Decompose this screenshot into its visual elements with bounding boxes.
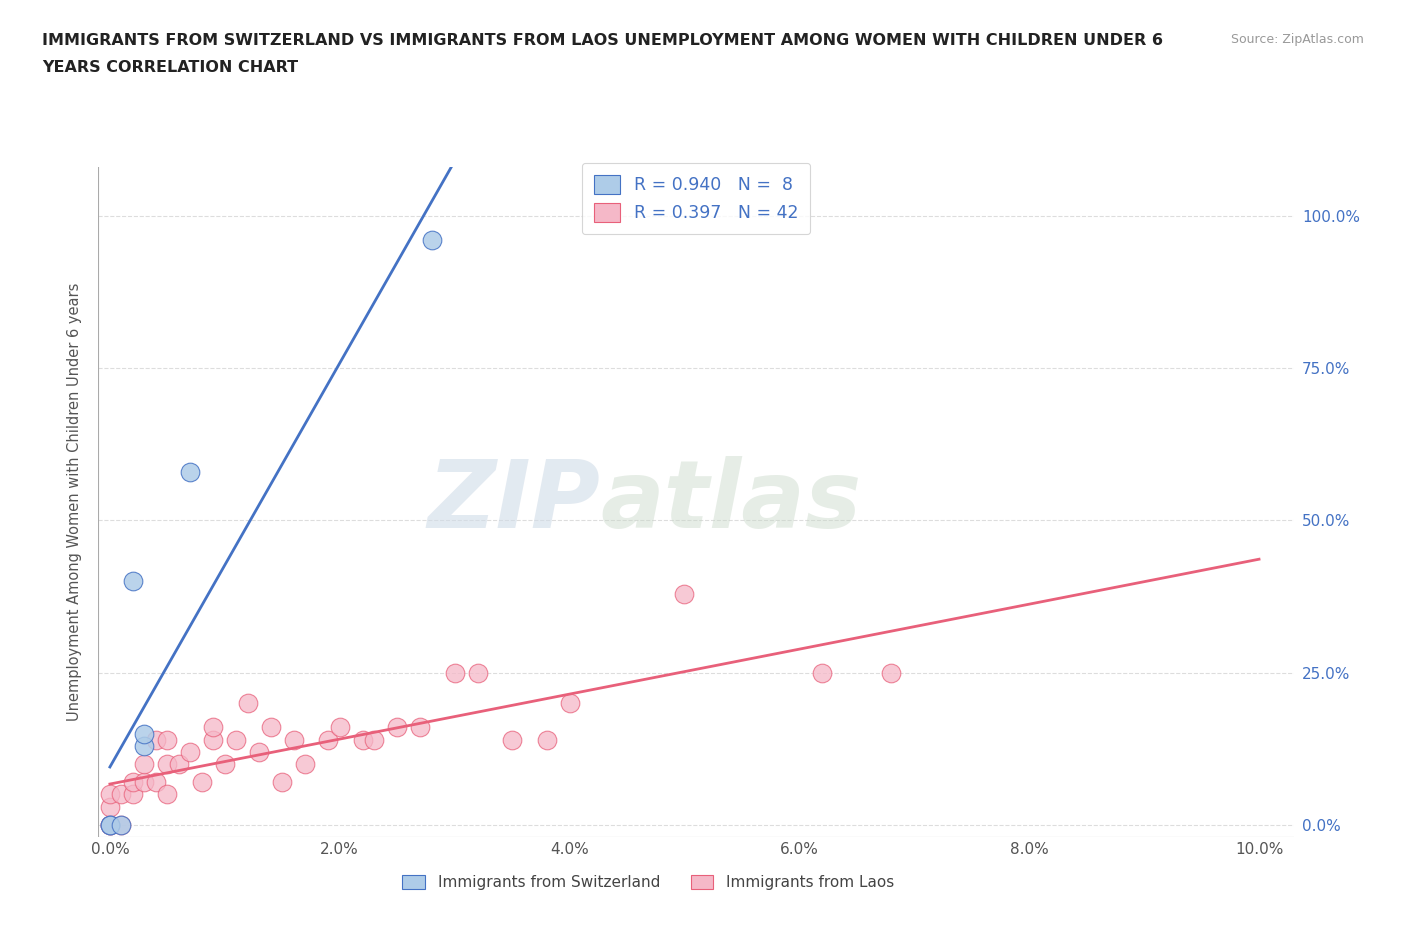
Point — [214, 756, 236, 771]
Point — [247, 744, 270, 759]
Point — [271, 775, 294, 790]
Point — [98, 817, 121, 832]
Point — [98, 799, 121, 814]
Point — [409, 720, 432, 735]
Point — [122, 775, 145, 790]
Point — [443, 665, 465, 680]
Point — [134, 775, 156, 790]
Point — [98, 817, 121, 832]
Point — [98, 787, 121, 802]
Text: ZIP: ZIP — [427, 457, 600, 548]
Point — [202, 720, 225, 735]
Point — [167, 756, 190, 771]
Point — [352, 732, 374, 747]
Point — [134, 738, 156, 753]
Point — [363, 732, 385, 747]
Point — [420, 233, 443, 248]
Point — [122, 787, 145, 802]
Point — [236, 696, 259, 711]
Point — [558, 696, 581, 711]
Point — [98, 817, 121, 832]
Y-axis label: Unemployment Among Women with Children Under 6 years: Unemployment Among Women with Children U… — [67, 283, 83, 722]
Point — [260, 720, 283, 735]
Point — [283, 732, 305, 747]
Point — [467, 665, 489, 680]
Text: YEARS CORRELATION CHART: YEARS CORRELATION CHART — [42, 60, 298, 75]
Point — [145, 775, 167, 790]
Text: Source: ZipAtlas.com: Source: ZipAtlas.com — [1230, 33, 1364, 46]
Point — [110, 787, 132, 802]
Point — [134, 756, 156, 771]
Point — [880, 665, 903, 680]
Point — [110, 817, 132, 832]
Point — [156, 756, 179, 771]
Point — [179, 464, 201, 479]
Point — [385, 720, 409, 735]
Point — [110, 817, 132, 832]
Point — [156, 732, 179, 747]
Point — [202, 732, 225, 747]
Point — [811, 665, 834, 680]
Point — [98, 817, 121, 832]
Point — [134, 726, 156, 741]
Point — [673, 586, 696, 601]
Point — [191, 775, 214, 790]
Point — [294, 756, 316, 771]
Point — [156, 787, 179, 802]
Point — [329, 720, 352, 735]
Text: IMMIGRANTS FROM SWITZERLAND VS IMMIGRANTS FROM LAOS UNEMPLOYMENT AMONG WOMEN WIT: IMMIGRANTS FROM SWITZERLAND VS IMMIGRANT… — [42, 33, 1163, 47]
Point — [316, 732, 339, 747]
Text: atlas: atlas — [600, 457, 862, 548]
Point — [536, 732, 558, 747]
Point — [225, 732, 247, 747]
Point — [145, 732, 167, 747]
Point — [122, 574, 145, 589]
Legend: Immigrants from Switzerland, Immigrants from Laos: Immigrants from Switzerland, Immigrants … — [396, 869, 900, 897]
Point — [179, 744, 201, 759]
Point — [501, 732, 523, 747]
